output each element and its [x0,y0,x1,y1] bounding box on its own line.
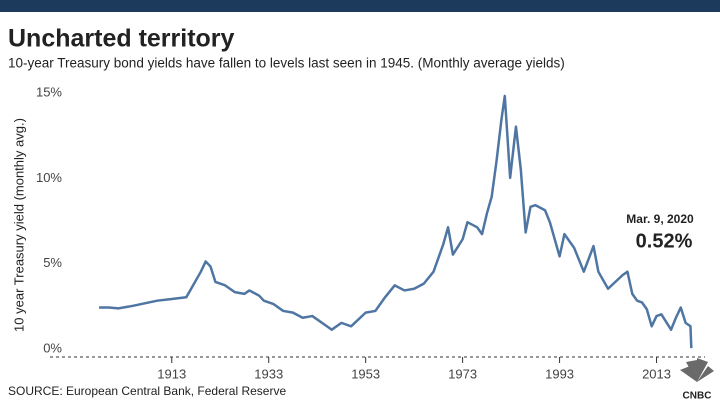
line [99,94,693,349]
chart-title: Uncharted territory [8,25,235,53]
y-tick-label: 15% [36,85,62,100]
source: SOURCE: European Central Bank, Federal R… [8,384,286,398]
x-tick-label: 1973 [448,366,477,381]
logo: CNBC [680,358,714,402]
logo-mark [680,358,714,382]
x-tick-label: 1993 [545,366,574,381]
y-axis-label: 10 year Treasury yield (monthly avg.) [11,118,26,332]
y-tick-label: 5% [43,255,62,270]
y-tick-label: 10% [36,170,62,185]
x-tick-label: 1953 [351,366,380,381]
top-bar [0,0,720,12]
logo-text: CNBC [683,391,712,402]
y-tick-label: 0% [43,340,62,355]
x-tick-label: 1913 [157,366,186,381]
annotation-date: Mar. 9, 2020 [626,212,694,226]
annotation-value: 0.52% [636,230,693,252]
x-tick-label: 1933 [254,366,283,381]
x-tick-label: 2013 [642,366,671,381]
chart-subtitle: 10-year Treasury bond yields have fallen… [8,56,565,71]
